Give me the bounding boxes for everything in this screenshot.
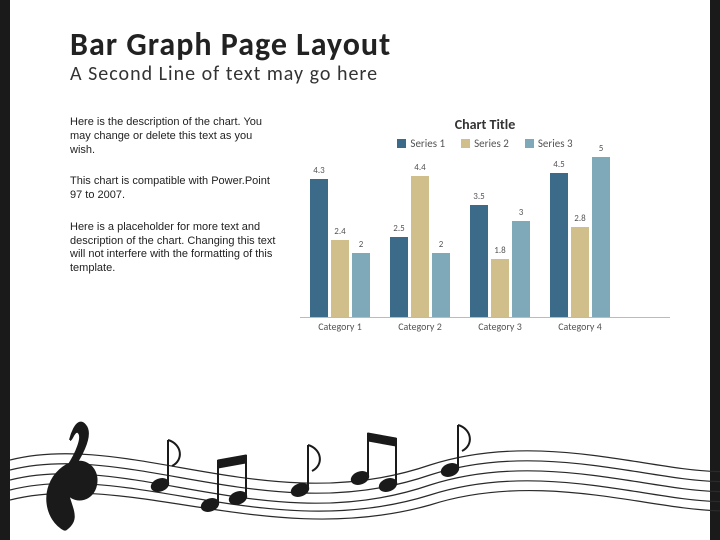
bar-value-label: 2.4 <box>331 226 349 237</box>
bar: 4.4 <box>411 176 429 317</box>
chart-title: Chart Title <box>300 116 670 133</box>
body-row: Here is the description of the chart. Yo… <box>70 116 670 338</box>
page-title: Bar Graph Page Layout <box>70 25 670 64</box>
legend-item: Series 1 <box>397 137 445 150</box>
bar-group: 4.32.42 <box>310 179 370 317</box>
chart-plot: 4.32.422.54.423.51.834.52.85 Category 1C… <box>300 158 670 338</box>
bar: 2.5 <box>390 237 408 317</box>
bar-value-label: 5 <box>592 143 610 154</box>
category-label: Category 3 <box>460 320 540 333</box>
slide: Bar Graph Page Layout A Second Line of t… <box>0 0 720 540</box>
bar: 2.8 <box>571 227 589 317</box>
bar: 5 <box>592 157 610 317</box>
plot-area: 4.32.422.54.423.51.834.52.85 <box>300 158 670 318</box>
legend-label: Series 3 <box>538 137 573 150</box>
bar: 2 <box>352 253 370 317</box>
bar: 4.3 <box>310 179 328 317</box>
bar-value-label: 2 <box>352 239 370 250</box>
bar: 3.5 <box>470 205 488 317</box>
bar: 1.8 <box>491 259 509 317</box>
bar-value-label: 4.3 <box>310 165 328 176</box>
legend-swatch <box>397 139 406 148</box>
bar-value-label: 3 <box>512 207 530 218</box>
legend-item: Series 2 <box>461 137 509 150</box>
legend-label: Series 1 <box>410 137 445 150</box>
bar-value-label: 2 <box>432 239 450 250</box>
category-labels: Category 1Category 2Category 3Category 4 <box>300 320 670 338</box>
bar-group: 3.51.83 <box>470 205 530 317</box>
description-paragraph: This chart is compatible with Power.Poin… <box>70 175 280 203</box>
bar-group: 2.54.42 <box>390 176 450 317</box>
description-paragraph: Here is the description of the chart. Yo… <box>70 116 280 157</box>
chart-legend: Series 1 Series 2 Series 3 <box>300 137 670 150</box>
legend-label: Series 2 <box>474 137 509 150</box>
bar: 2.4 <box>331 240 349 317</box>
category-label: Category 1 <box>300 320 380 333</box>
bar: 4.5 <box>550 173 568 317</box>
bar-value-label: 2.5 <box>390 223 408 234</box>
chart-container: Chart Title Series 1 Series 2 Series 3 4.3… <box>280 116 670 338</box>
description-column: Here is the description of the chart. Yo… <box>70 116 280 338</box>
legend-swatch <box>461 139 470 148</box>
bar-value-label: 1.8 <box>491 245 509 256</box>
bar-value-label: 4.4 <box>411 162 429 173</box>
bar-value-label: 3.5 <box>470 191 488 202</box>
bar: 3 <box>512 221 530 317</box>
bar-value-label: 2.8 <box>571 213 589 224</box>
page-subtitle: A Second Line of text may go here <box>70 62 670 86</box>
category-label: Category 2 <box>380 320 460 333</box>
legend-swatch <box>525 139 534 148</box>
content-area: Bar Graph Page Layout A Second Line of t… <box>70 25 670 338</box>
description-paragraph: Here is a placeholder for more text and … <box>70 221 280 276</box>
bar-value-label: 4.5 <box>550 159 568 170</box>
legend-item: Series 3 <box>525 137 573 150</box>
music-staff-decor <box>10 370 720 540</box>
bar-group: 4.52.85 <box>550 157 610 317</box>
category-label: Category 4 <box>540 320 620 333</box>
bar: 2 <box>432 253 450 317</box>
